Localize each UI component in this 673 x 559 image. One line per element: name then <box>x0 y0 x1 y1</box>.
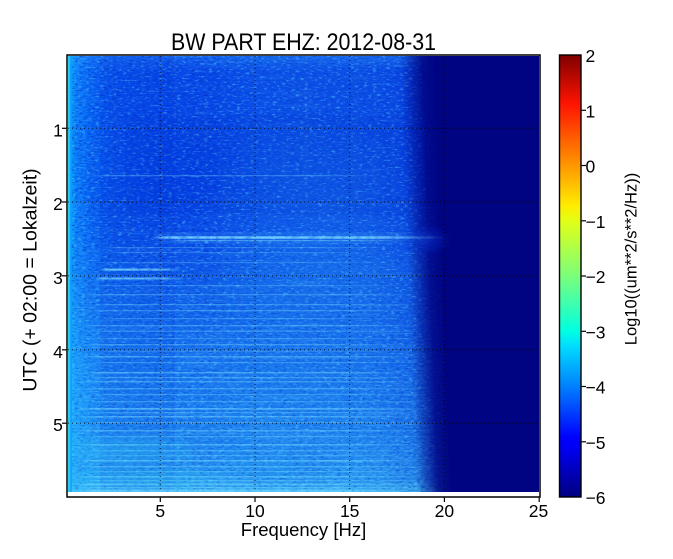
svg-text:−4: −4 <box>586 378 606 398</box>
svg-text:BW PART EHZ: 2012-08-31: BW PART EHZ: 2012-08-31 <box>171 29 436 56</box>
svg-text:1: 1 <box>586 101 596 121</box>
svg-text:2: 2 <box>53 194 63 214</box>
svg-text:−5: −5 <box>586 433 606 453</box>
svg-text:−6: −6 <box>586 488 606 508</box>
svg-text:−3: −3 <box>586 322 606 342</box>
svg-text:5: 5 <box>53 415 63 435</box>
svg-text:−1: −1 <box>586 212 606 232</box>
svg-text:4: 4 <box>53 342 63 362</box>
svg-text:0: 0 <box>586 157 596 177</box>
svg-text:5: 5 <box>155 501 165 521</box>
svg-text:15: 15 <box>340 501 359 521</box>
svg-text:10: 10 <box>245 501 265 521</box>
svg-text:Frequency [Hz]: Frequency [Hz] <box>241 519 366 540</box>
svg-text:2: 2 <box>586 46 596 66</box>
svg-text:Log10((um**2/s**2/Hz)): Log10((um**2/s**2/Hz)) <box>623 173 641 345</box>
svg-text:20: 20 <box>435 501 455 521</box>
svg-text:1: 1 <box>53 120 63 140</box>
svg-text:25: 25 <box>529 501 548 521</box>
svg-text:3: 3 <box>53 268 63 288</box>
svg-text:UTC (+ 02:00 = Lokalzeit): UTC (+ 02:00 = Lokalzeit) <box>20 168 42 391</box>
svg-text:−2: −2 <box>586 267 606 287</box>
